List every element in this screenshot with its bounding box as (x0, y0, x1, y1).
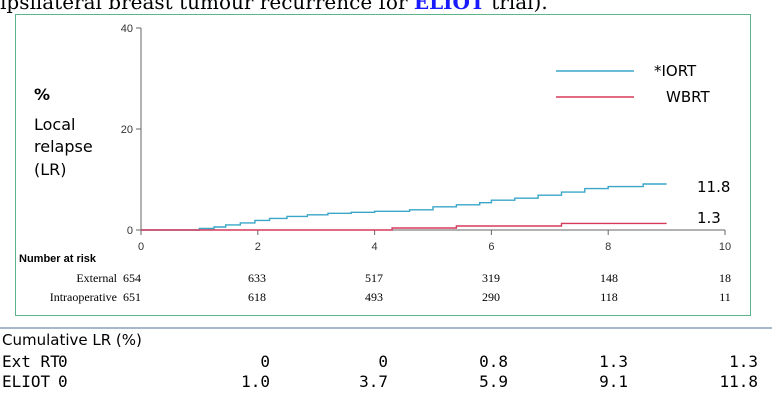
risk-value: 654 (123, 271, 141, 285)
end-value-label: 11.8 (697, 178, 730, 196)
y-axis-label-line: (LR) (34, 160, 67, 179)
risk-table-title: Number at risk (19, 253, 97, 265)
risk-value: 651 (123, 290, 141, 304)
risk-value: 493 (365, 290, 383, 304)
risk-row-label: External (76, 271, 117, 285)
x-tick-label: 10 (719, 241, 731, 253)
risk-value: 11 (719, 290, 731, 304)
risk-table: Number at risk External 654 633 517 319 148 18 I… (19, 253, 731, 304)
cumulative-value: 11.8 (719, 372, 758, 391)
y-axis-label-line: relapse (34, 137, 93, 156)
y-tick-label: 0 (127, 225, 133, 237)
y-axis-label: % Local relapse (LR) (34, 85, 93, 179)
heading-text-post: trial). (484, 0, 548, 14)
heading-text-pre: ipsilateral breast tumour recurrence for (0, 0, 414, 14)
cumulative-value: 5.9 (479, 372, 508, 391)
cumulative-row-label: ELIOT (2, 372, 51, 391)
x-tick-label: 6 (488, 241, 494, 253)
y-axis-label-line: Local (34, 115, 75, 134)
chart-frame (15, 14, 751, 316)
cumulative-value: 0.8 (479, 352, 508, 371)
series-line (141, 183, 667, 231)
axes: 0 2 4 6 8 10 0 20 40 (121, 23, 731, 253)
risk-value: 517 (365, 271, 383, 285)
cumulative-value: 9.1 (599, 372, 628, 391)
cumulative-value: 0 (58, 372, 68, 391)
y-tick-label: 40 (121, 23, 133, 35)
risk-value: 633 (248, 271, 266, 285)
cumulative-table: Cumulative LR (%)Ext RT0 0 0 0.8 1.3 1.3ELIOT… (0, 327, 772, 391)
y-tick-label: 20 (121, 124, 133, 136)
legend: *IORT WBRT (556, 62, 710, 106)
x-tick-label: 2 (255, 241, 261, 253)
cumulative-value: 3.7 (359, 372, 388, 391)
cumulative-value: 0 (260, 352, 270, 371)
legend-label: *IORT (654, 62, 697, 80)
cumulative-value: 0 (58, 352, 68, 371)
x-tick-label: 4 (372, 241, 378, 253)
series-lines (141, 183, 667, 231)
heading-trial-name: ELIOT (413, 0, 485, 14)
cumulative-value: 1.0 (241, 372, 270, 391)
risk-value: 319 (482, 271, 500, 285)
end-value-label: 1.3 (697, 209, 721, 227)
risk-value: 290 (482, 290, 500, 304)
risk-value: 118 (600, 290, 618, 304)
y-axis-label-line: % (34, 85, 50, 104)
x-tick-label: 0 (138, 241, 144, 253)
slide-heading: ipsilateral breast tumour recurrence for… (0, 0, 772, 14)
cumulative-value: 1.3 (729, 352, 758, 371)
legend-label: WBRT (666, 88, 710, 106)
x-tick-label: 8 (605, 241, 611, 253)
cumulative-value: 1.3 (599, 352, 628, 371)
cumulative-title: Cumulative LR (%) (2, 331, 142, 349)
series-line (141, 222, 667, 231)
risk-value: 18 (719, 271, 731, 285)
cumulative-row-label: Ext RT (2, 352, 60, 371)
end-labels: 11.8 1.3 (697, 178, 730, 227)
risk-value: 618 (248, 290, 266, 304)
risk-row-label: Intraoperative (50, 290, 117, 304)
cumulative-value: 0 (378, 352, 388, 371)
risk-value: 148 (600, 271, 618, 285)
